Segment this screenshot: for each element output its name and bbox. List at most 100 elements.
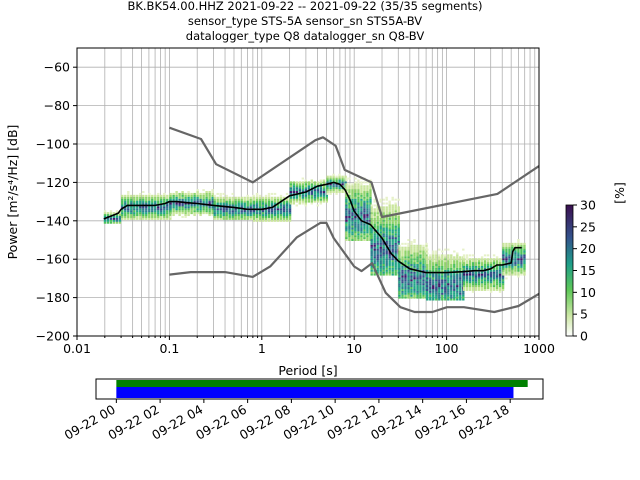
density-cell	[363, 187, 366, 190]
density-cell	[187, 194, 190, 197]
density-cell	[404, 267, 407, 270]
density-cell	[193, 194, 196, 197]
density-cell	[495, 265, 499, 268]
density-cell	[447, 292, 450, 295]
density-cell	[184, 208, 187, 211]
density-cell	[151, 206, 154, 209]
density-cell	[341, 189, 344, 192]
density-cell	[151, 194, 154, 197]
density-cell	[202, 200, 205, 203]
density-cell	[335, 183, 338, 186]
density-cell	[432, 262, 435, 265]
density-cell	[438, 260, 441, 263]
density-cell	[514, 244, 517, 247]
density-cell	[373, 215, 376, 218]
density-cell	[366, 185, 369, 188]
density-cell	[270, 204, 274, 207]
density-cell	[169, 192, 172, 195]
density-cell	[468, 263, 472, 266]
density-cell	[477, 288, 481, 291]
density-cell	[289, 185, 293, 188]
density-cell	[363, 239, 366, 241]
density-cell	[523, 242, 526, 245]
density-cell	[363, 181, 366, 184]
density-cell	[301, 187, 305, 190]
density-cell	[407, 260, 410, 263]
density-cell	[410, 265, 413, 268]
density-cell	[419, 256, 422, 259]
density-cell	[357, 219, 360, 222]
density-cell	[501, 285, 505, 288]
density-cell	[357, 235, 360, 238]
density-cell	[345, 229, 348, 232]
density-cell	[310, 196, 314, 199]
density-cell	[240, 217, 243, 220]
density-cell	[401, 242, 404, 245]
density-cell	[255, 214, 259, 217]
density-cell	[351, 210, 354, 213]
density-cell	[178, 198, 181, 201]
density-cell	[216, 210, 219, 213]
density-cell	[273, 214, 277, 217]
density-cell	[345, 194, 348, 197]
density-cell	[264, 217, 268, 220]
density-cell	[422, 250, 425, 253]
density-cell	[422, 283, 425, 286]
density-cell	[410, 290, 413, 293]
density-cell	[222, 198, 225, 201]
density-cell	[410, 292, 413, 295]
density-cell	[438, 258, 441, 261]
density-cell	[459, 256, 462, 259]
density-cell	[523, 263, 526, 266]
density-cell	[498, 267, 502, 270]
density-cell	[382, 262, 385, 265]
psd-plot-area: 0.01 0.1 1 10 100 1000 −60−80−100−120−140−160…	[5, 47, 555, 378]
density-cell	[154, 210, 157, 213]
density-cell	[385, 208, 388, 211]
density-cell	[498, 287, 502, 289]
density-cell	[462, 269, 466, 272]
density-cell	[154, 206, 157, 209]
density-cell	[426, 287, 429, 289]
density-cell	[329, 185, 332, 188]
density-cell	[237, 196, 240, 199]
density-cell	[181, 194, 184, 197]
density-cell	[462, 277, 466, 280]
density-cell	[118, 219, 122, 222]
density-cell	[429, 298, 432, 301]
density-cell	[288, 215, 292, 218]
density-cell	[205, 212, 208, 215]
density-cell	[205, 202, 208, 205]
density-cell	[285, 208, 289, 211]
density-cell	[444, 267, 447, 270]
density-cell	[243, 215, 246, 218]
density-cell	[351, 233, 354, 236]
density-cell	[369, 210, 372, 213]
density-cell	[307, 200, 311, 203]
density-cell	[376, 223, 379, 226]
density-cell	[370, 229, 373, 232]
density-cell	[289, 202, 293, 205]
density-cell	[304, 185, 308, 188]
density-cell	[199, 204, 202, 207]
density-cell	[480, 265, 484, 268]
density-cell	[413, 256, 416, 259]
density-cell	[453, 269, 456, 272]
density-cell	[407, 250, 410, 253]
density-cell	[279, 212, 283, 215]
density-cell	[258, 194, 262, 197]
density-cell	[319, 181, 323, 184]
density-cell	[332, 189, 335, 192]
density-cell	[187, 208, 190, 211]
density-cell	[438, 248, 441, 251]
density-cell	[348, 194, 351, 197]
density-cell	[169, 214, 172, 217]
density-cell	[124, 202, 127, 205]
density-cell	[142, 200, 145, 203]
density-cell	[196, 189, 199, 192]
density-cell	[432, 294, 435, 297]
density-cell	[517, 263, 520, 266]
density-cell	[404, 290, 407, 293]
density-cell	[370, 204, 373, 207]
density-cell	[136, 215, 139, 218]
